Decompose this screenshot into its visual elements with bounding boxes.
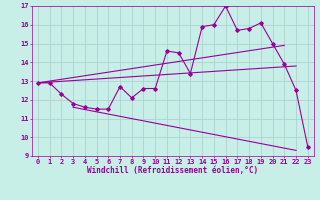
X-axis label: Windchill (Refroidissement éolien,°C): Windchill (Refroidissement éolien,°C): [87, 166, 258, 175]
